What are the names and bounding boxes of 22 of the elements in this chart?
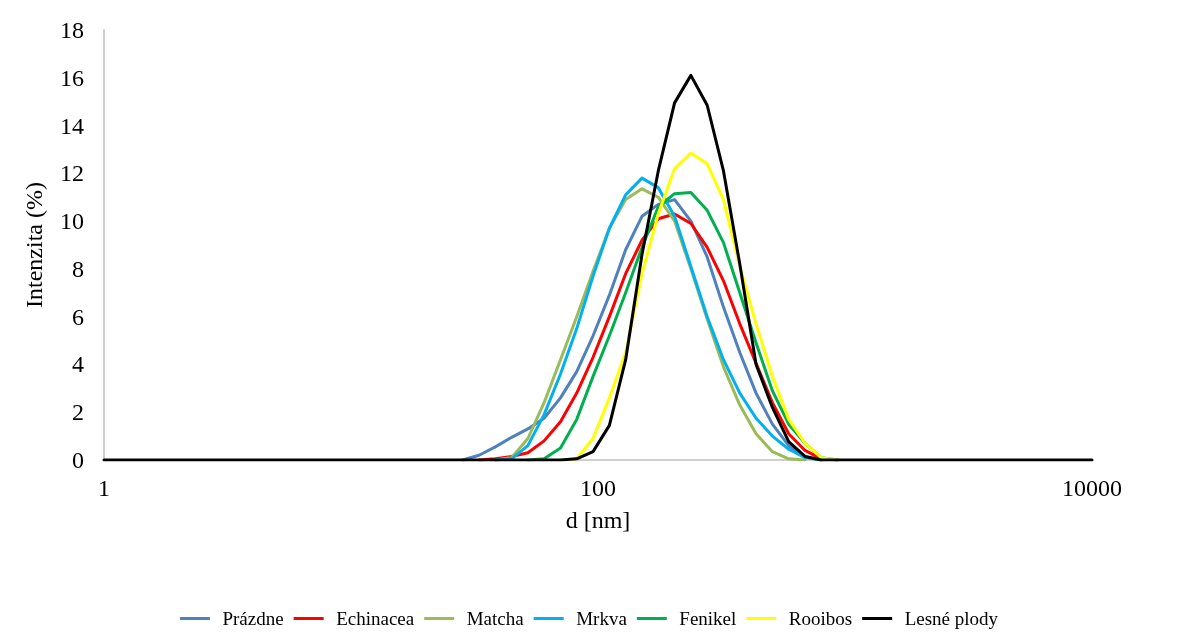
y-tick-label: 16 <box>60 64 84 91</box>
legend-label: Fenikel <box>679 608 737 629</box>
y-tick-label: 6 <box>72 303 84 330</box>
y-axis-title: Intenzita (%) <box>21 182 47 308</box>
y-tick-label: 2 <box>72 399 84 426</box>
legend-label: Rooibos <box>788 608 853 629</box>
legend-label: Prázdne <box>222 608 284 629</box>
legend-label: Matcha <box>466 608 525 629</box>
legend-label: Echinacea <box>336 608 415 629</box>
y-tick-label: 4 <box>72 351 84 378</box>
x-tick-label: 10000 <box>1062 475 1122 501</box>
y-tick-label: 0 <box>72 447 84 473</box>
y-tick-label: 10 <box>60 208 84 235</box>
y-tick-label: 14 <box>60 112 84 139</box>
y-tick-label: 12 <box>60 160 84 187</box>
x-tick-label: 100 <box>580 475 616 501</box>
legend-label: Lesné plody <box>904 608 999 629</box>
legend-label: Mrkva <box>576 608 628 629</box>
y-tick-label: 8 <box>72 255 84 282</box>
y-tick-label: 18 <box>60 17 84 43</box>
x-axis-title: d [nm] <box>565 507 631 533</box>
x-tick-label: 1 <box>98 475 110 501</box>
